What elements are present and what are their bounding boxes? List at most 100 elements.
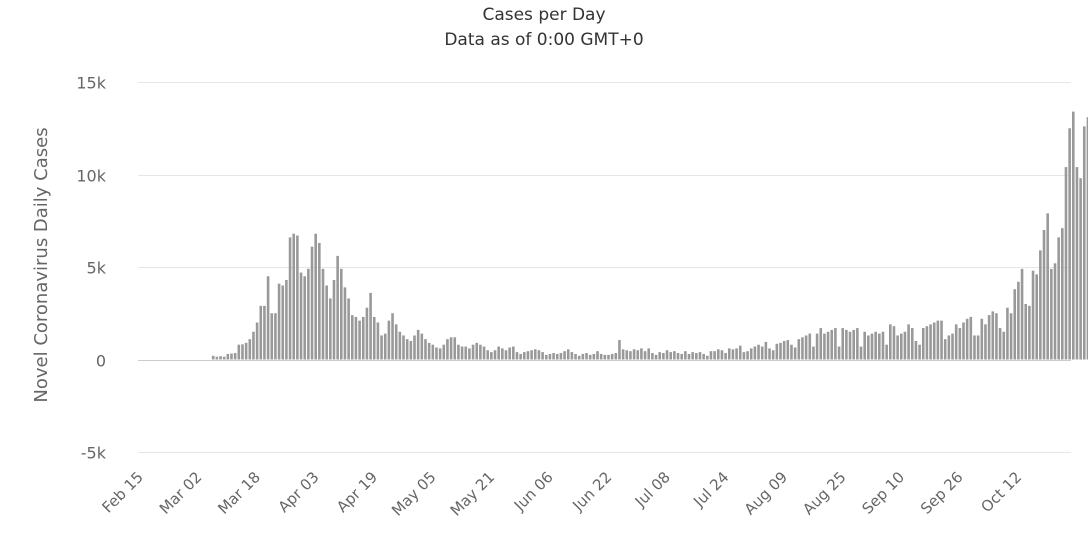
bar (702, 353, 705, 360)
bar (211, 355, 215, 360)
bar (321, 268, 325, 360)
bar (259, 305, 263, 360)
bar (526, 351, 530, 360)
bar (1072, 111, 1075, 360)
bar (640, 348, 643, 360)
bar (746, 351, 749, 360)
x-tick-label: Mar 18 (214, 468, 264, 518)
bar (676, 353, 680, 360)
bar (786, 340, 790, 360)
bar (625, 350, 629, 360)
bar (647, 348, 651, 360)
bar (834, 328, 837, 360)
bar (307, 268, 310, 360)
bar (658, 352, 662, 360)
bar (958, 328, 962, 360)
bar (303, 276, 306, 360)
bar (1086, 117, 1088, 360)
bar (808, 333, 812, 360)
bar (881, 331, 885, 360)
y-tick-label: -5k (81, 444, 107, 463)
y-tick-label: 5k (87, 259, 107, 278)
bar (1061, 228, 1064, 360)
bar (797, 339, 801, 360)
bar (424, 339, 427, 360)
bar (738, 345, 742, 360)
bar (285, 279, 288, 360)
bar (863, 331, 866, 360)
bar (742, 352, 746, 360)
bar (1053, 263, 1057, 360)
bar (277, 283, 281, 360)
x-tick-label: Jul 08 (631, 468, 674, 511)
bar (815, 333, 819, 360)
bar (984, 324, 987, 360)
bar (889, 324, 892, 360)
bar (987, 315, 991, 360)
bar (449, 337, 453, 360)
bar (848, 331, 852, 360)
bar (270, 313, 274, 360)
bar (281, 285, 285, 360)
bar (380, 335, 383, 360)
bar (867, 335, 870, 360)
bar (541, 352, 544, 360)
bar (592, 353, 596, 360)
bar (570, 352, 574, 360)
bar (296, 235, 299, 360)
bar (1035, 274, 1038, 360)
bar (1013, 289, 1017, 360)
bar (325, 285, 328, 360)
bar (555, 353, 559, 360)
x-tick-label: Sep 10 (859, 468, 909, 518)
bar (523, 352, 526, 360)
bar (621, 349, 625, 360)
bar (973, 335, 976, 360)
bar (552, 353, 555, 360)
y-tick-label: 0 (96, 352, 106, 371)
bar (1075, 167, 1079, 360)
bar (775, 343, 779, 360)
bar (607, 354, 610, 360)
bar (684, 351, 687, 360)
bar (577, 355, 581, 360)
bar (215, 356, 219, 360)
bar (376, 322, 380, 360)
bar (266, 276, 270, 360)
bar (508, 347, 511, 360)
bar (698, 352, 702, 360)
bar (490, 352, 493, 360)
bar (914, 341, 918, 360)
bar (790, 344, 793, 360)
bar (292, 233, 296, 360)
bar (856, 328, 859, 360)
bar (596, 351, 599, 360)
bar (899, 333, 903, 360)
bar (706, 355, 709, 360)
bar (519, 353, 522, 360)
bar (1017, 281, 1020, 360)
bar (662, 353, 665, 360)
bar (826, 331, 830, 360)
bar (603, 354, 607, 360)
bar (779, 342, 782, 360)
bar (581, 353, 585, 360)
bar (976, 335, 980, 360)
bar (629, 351, 632, 360)
bar (1002, 331, 1006, 360)
bar (226, 353, 230, 360)
bar (599, 353, 603, 360)
bar (365, 307, 369, 360)
bar (907, 324, 910, 360)
bar (1028, 305, 1031, 360)
bar (409, 341, 413, 360)
bar (764, 341, 768, 360)
bar (673, 351, 676, 360)
bar (453, 337, 457, 360)
bar (885, 344, 888, 360)
bar (383, 333, 387, 360)
x-tick-label: May 05 (388, 468, 440, 520)
bar (533, 349, 537, 360)
bar (918, 344, 921, 360)
bar (636, 350, 640, 360)
